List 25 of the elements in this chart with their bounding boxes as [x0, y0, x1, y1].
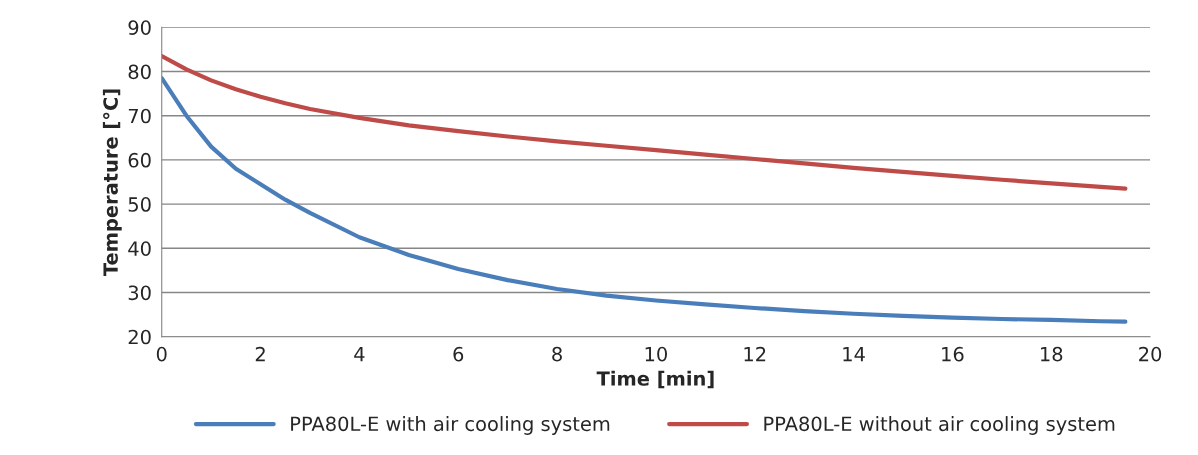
y-tick-label: 60 — [128, 152, 151, 168]
line-series — [161, 76, 1128, 324]
y-tick-label: 50 — [128, 197, 151, 212]
y-axis-title: Temperature [°C] — [102, 89, 122, 277]
y-tick-label: 90 — [128, 20, 151, 35]
x-tick-label: 18 — [1041, 346, 1063, 362]
y-tick-label: 30 — [128, 285, 151, 301]
y-tick-label: 80 — [128, 64, 151, 80]
x-tick-label: 6 — [453, 346, 464, 362]
x-tick-label: 0 — [156, 346, 167, 362]
x-tick-label: 4 — [354, 347, 365, 362]
x-tick-label: 2 — [255, 346, 265, 362]
x-tick-label: 16 — [942, 346, 964, 362]
legend-label: PPA80L-E with air cooling system — [291, 416, 610, 435]
x-tick-label: 10 — [645, 346, 667, 362]
x-tick-label: 12 — [744, 346, 766, 362]
x-tick-label: 20 — [1139, 346, 1162, 362]
x-tick-label: 8 — [552, 346, 562, 362]
legend-label: PPA80L-E without air cooling system — [764, 416, 1115, 435]
x-axis-title: Time [min] — [596, 370, 714, 389]
y-tick-label: 70 — [128, 108, 151, 124]
y-tick-label: 40 — [128, 241, 151, 256]
y-tick-label: 20 — [128, 329, 151, 345]
line-series — [161, 53, 1128, 191]
x-tick-label: 14 — [843, 347, 865, 362]
